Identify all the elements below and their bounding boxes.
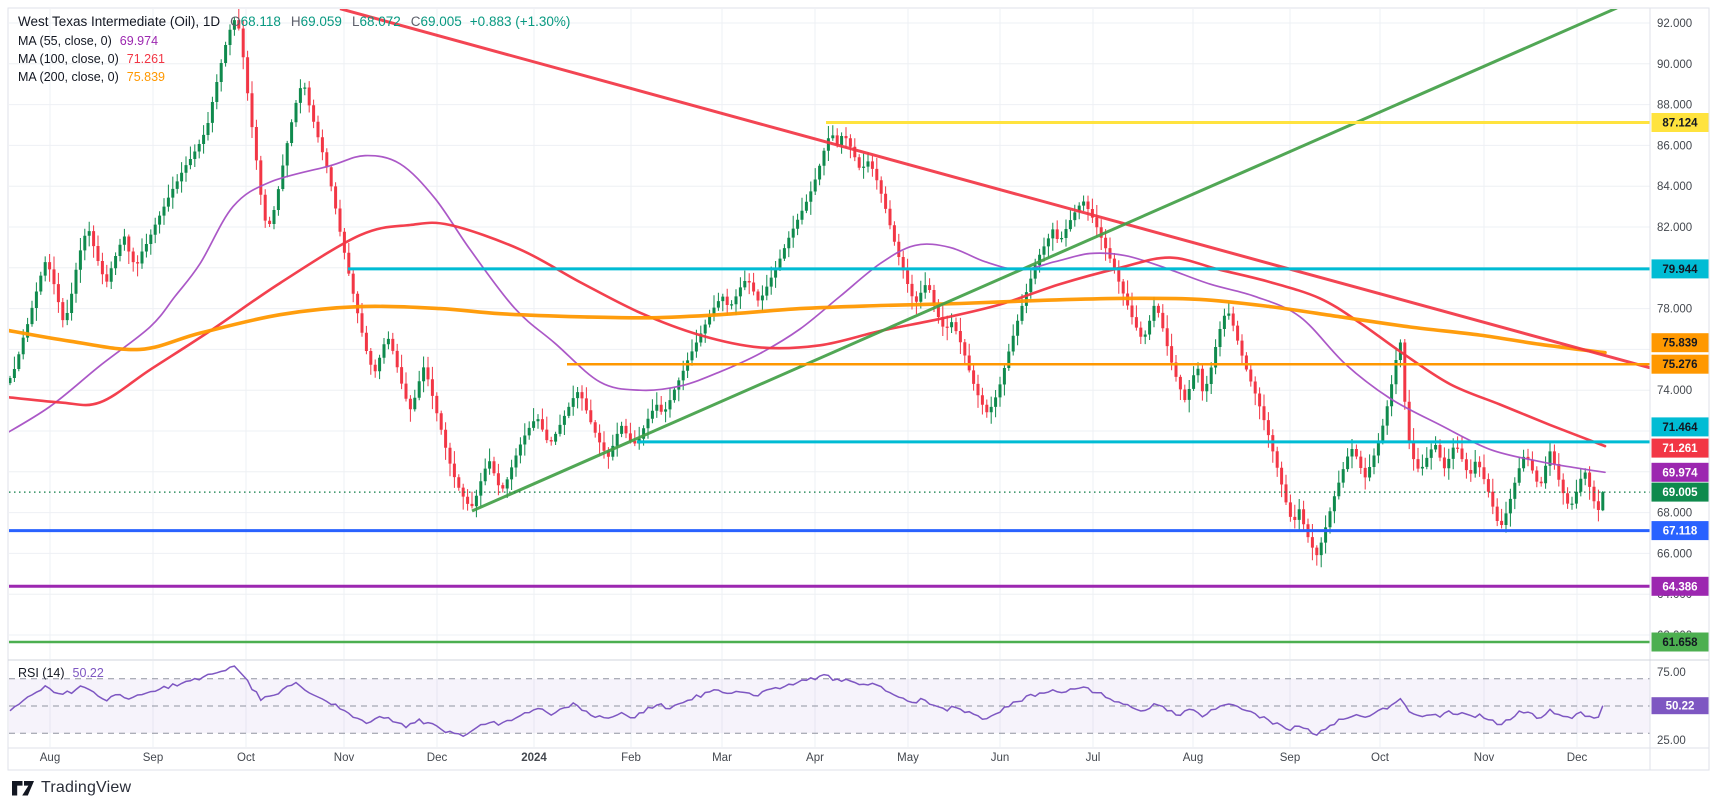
time-axis-label-Jun: Jun xyxy=(991,752,1010,764)
price-axis-tick: 66.000 xyxy=(1657,548,1692,560)
svg-text:71.261: 71.261 xyxy=(1662,443,1698,455)
ma-55-line[interactable] xyxy=(0,154,1606,474)
time-axis-label-Oct: Oct xyxy=(1371,752,1390,764)
time-axis-label-Dec: Dec xyxy=(1567,752,1588,764)
time-axis-label-2024: 2024 xyxy=(521,752,547,764)
rsi-axis-tick: 75.00 xyxy=(1657,667,1686,679)
tradingview-logo[interactable]: TradingView xyxy=(12,779,131,797)
price-axis-label-64.386: 64.386 xyxy=(1651,576,1709,596)
svg-text:75.839: 75.839 xyxy=(1662,338,1697,350)
time-axis-label-Aug: Aug xyxy=(1183,752,1203,764)
time-axis-label-Feb: Feb xyxy=(621,752,641,764)
svg-text:50.22: 50.22 xyxy=(1666,701,1695,713)
candlestick-series[interactable] xyxy=(9,9,1605,568)
rsi-axis-tick: 25.00 xyxy=(1657,735,1686,747)
time-axis-label-Dec: Dec xyxy=(427,752,448,764)
time-axis-label-Jul: Jul xyxy=(1086,752,1101,764)
rsi-line[interactable] xyxy=(9,665,1604,738)
time-axis-label-Sep: Sep xyxy=(1280,752,1300,764)
price-axis-label-75.839: 75.839 xyxy=(1651,333,1709,353)
time-axis-label-May: May xyxy=(897,752,919,764)
price-axis-label-69.974: 69.974 xyxy=(1651,462,1709,482)
svg-text:79.944: 79.944 xyxy=(1662,264,1698,276)
tradingview-logo-icon xyxy=(12,780,34,795)
price-axis-tick: 68.000 xyxy=(1657,508,1692,520)
price-axis-tick: 74.000 xyxy=(1657,385,1692,397)
svg-text:71.464: 71.464 xyxy=(1662,422,1698,434)
time-axis-label-Sep: Sep xyxy=(143,752,163,764)
price-axis-tick: 92.000 xyxy=(1657,18,1692,30)
chart-frame xyxy=(7,7,1710,771)
price-axis-tick: 90.000 xyxy=(1657,59,1692,71)
time-axis[interactable]: Aug Sep Oct Nov Dec 2024 Feb Mar Apr May Jun Jul Aug… xyxy=(40,752,1588,764)
rsi-pane[interactable] xyxy=(9,665,1650,738)
svg-text:87.124: 87.124 xyxy=(1662,118,1698,130)
time-axis-label-Apr: Apr xyxy=(806,752,824,764)
main-price-pane[interactable] xyxy=(0,8,1650,644)
svg-text:69.974: 69.974 xyxy=(1662,467,1698,479)
time-axis-label-Mar: Mar xyxy=(712,752,732,764)
svg-text:67.118: 67.118 xyxy=(1663,526,1698,538)
price-axis-label-71.261: 71.261 xyxy=(1651,438,1709,458)
price-axis-tick: 86.000 xyxy=(1657,140,1692,152)
price-axis-tick: 88.000 xyxy=(1657,100,1692,112)
ascending-support-trendline[interactable] xyxy=(471,8,1618,513)
price-axis-tick: 84.000 xyxy=(1657,181,1692,193)
time-axis-label-Nov: Nov xyxy=(1474,752,1495,764)
price-axis-label-69.005: 69.005 xyxy=(1651,482,1709,502)
price-axis-label-87.124: 87.124 xyxy=(1651,113,1709,132)
time-axis-label-Nov: Nov xyxy=(334,752,355,764)
price-axis-label-79.944: 79.944 xyxy=(1651,259,1709,279)
tradingview-logo-text: TradingView xyxy=(41,779,132,796)
price-axis-label-71.464: 71.464 xyxy=(1651,417,1709,437)
svg-text:64.386: 64.386 xyxy=(1662,581,1697,593)
ma-200-line[interactable] xyxy=(0,296,1607,355)
grid-lines xyxy=(9,9,1650,747)
price-axis-label-75.276: 75.276 xyxy=(1651,354,1709,374)
time-axis-label-Aug: Aug xyxy=(40,752,60,764)
price-axis-label-61.658: 61.658 xyxy=(1651,632,1709,652)
descending-resistance-trendline[interactable] xyxy=(339,9,1650,370)
price-axis-tick: 82.000 xyxy=(1657,222,1692,234)
price-axis-label-50.22: 50.22 xyxy=(1651,697,1709,715)
price-axis-tick: 78.000 xyxy=(1657,304,1692,316)
price-axis[interactable]: 92.000 90.000 88.000 86.000 84.000 82.000 78.0… xyxy=(1651,18,1709,747)
time-axis-label-Oct: Oct xyxy=(237,752,256,764)
svg-text:61.658: 61.658 xyxy=(1662,637,1698,649)
svg-text:75.276: 75.276 xyxy=(1662,359,1697,371)
ma-100-line[interactable] xyxy=(0,221,1607,448)
price-axis-label-67.118: 67.118 xyxy=(1651,521,1709,541)
svg-text:69.005: 69.005 xyxy=(1662,487,1698,499)
